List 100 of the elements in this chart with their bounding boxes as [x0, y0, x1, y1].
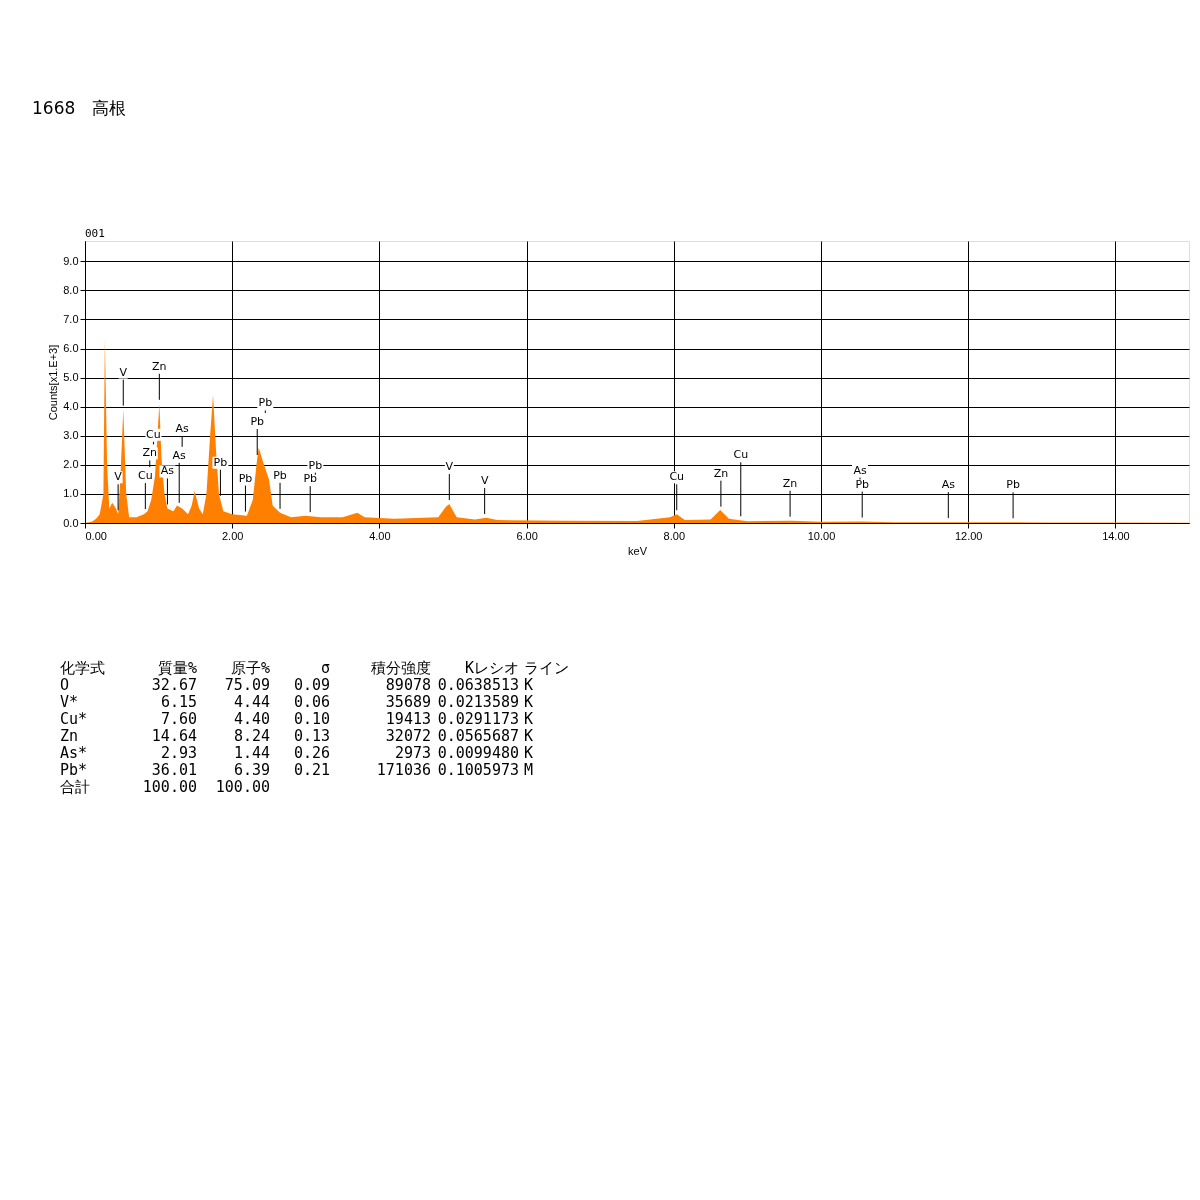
text: O — [60, 676, 70, 694]
text: 100.00 — [142, 778, 197, 796]
text: 0.0213589 — [437, 693, 519, 711]
ref-line-label: As — [160, 464, 175, 478]
text: 2.93 — [160, 744, 197, 762]
text: Pb* — [60, 761, 88, 779]
x-tick-label: 4.00 — [369, 529, 391, 542]
text: Zn — [60, 727, 79, 745]
ref-line-label: Cu — [138, 469, 153, 483]
text: 0.10 — [293, 710, 330, 728]
x-tick-label: 6.00 — [516, 529, 538, 542]
y-axis-title: Counts[x1.E+3] — [47, 344, 60, 421]
ref-line-label: Pb — [213, 455, 228, 469]
text: M — [524, 761, 534, 779]
ref-line-label: Pb — [250, 415, 265, 429]
y-tick-label: 4.0 — [63, 400, 79, 413]
text: K — [524, 744, 534, 762]
text: 0.13 — [293, 727, 330, 745]
text: σ — [320, 659, 330, 677]
text: 1.44 — [233, 744, 270, 762]
x-axis-title: keV — [628, 544, 648, 557]
text: 89078 — [385, 676, 431, 694]
text: 0.0565687 — [437, 727, 519, 745]
text: 0.0291173 — [437, 710, 519, 728]
ref-line-label: As — [172, 448, 187, 462]
ref-line-label: Zn — [142, 446, 158, 460]
text: K — [524, 727, 534, 745]
text: 7.60 — [160, 710, 197, 728]
text: 35689 — [385, 693, 431, 711]
text: V* — [60, 693, 79, 711]
ref-line-label: Pb — [303, 472, 318, 486]
ref-line-label: Pb — [855, 477, 870, 491]
ref-line-label: Cu — [669, 470, 685, 484]
text: 原子% — [230, 659, 270, 677]
text: 19413 — [385, 710, 431, 728]
text: 6.39 — [233, 761, 270, 779]
ref-line-label: Zn — [152, 359, 167, 373]
text: 0.21 — [293, 761, 330, 779]
text: Kレシオ — [464, 659, 519, 677]
text: 化学式 — [60, 659, 105, 677]
text: 171036 — [376, 761, 431, 779]
text: 4.44 — [233, 693, 270, 711]
text: 36.01 — [151, 761, 197, 779]
y-tick-label: 1.0 — [63, 487, 79, 500]
x-tick-label: 12.00 — [954, 529, 983, 542]
text: ライン — [524, 659, 569, 677]
ref-line-label: Zn — [713, 466, 729, 480]
x-tick-label: 8.00 — [663, 529, 686, 542]
ref-line-label: Pb — [273, 468, 287, 482]
text: 100.00 — [215, 778, 270, 796]
text: 質量% — [157, 659, 197, 677]
ref-line-label: As — [175, 422, 190, 436]
text: K — [524, 676, 534, 694]
y-tick-label: 0.0 — [63, 516, 79, 529]
text: 4.40 — [233, 710, 270, 728]
text: 0.06 — [293, 693, 330, 711]
text: As* — [60, 744, 88, 762]
ref-line-label: V — [114, 470, 123, 484]
x-tick-label: 0.00 — [85, 529, 107, 542]
text: 32072 — [385, 727, 431, 745]
text: 0.0099480 — [437, 744, 519, 762]
y-tick-label: 3.0 — [63, 429, 79, 442]
text: 32.67 — [151, 676, 197, 694]
y-tick-label: 7.0 — [63, 312, 79, 325]
x-tick-label: 2.00 — [221, 529, 244, 542]
text: 001 — [85, 227, 105, 240]
ref-line-label: V — [480, 474, 489, 487]
text: Cu* — [60, 710, 88, 728]
text: 6.15 — [160, 693, 197, 711]
text: 積分強度 — [371, 659, 431, 677]
text: K — [524, 693, 534, 711]
ref-line-label: As — [853, 463, 867, 477]
ref-line-label: Cu — [146, 427, 161, 441]
text: 0.1005973 — [437, 761, 519, 779]
y-tick-label: 5.0 — [63, 371, 79, 384]
ref-line-label: As — [941, 478, 956, 492]
text: 2973 — [394, 744, 431, 762]
text: 8.24 — [233, 727, 270, 745]
ref-line-label: Pb — [238, 471, 253, 485]
x-tick-label: 14.00 — [1102, 529, 1130, 542]
text: K — [524, 710, 534, 728]
y-tick-label: 9.0 — [63, 254, 79, 267]
ref-line-label: V — [119, 365, 128, 379]
ref-line-label: Zn — [782, 476, 798, 490]
ref-line-label: Pb — [258, 396, 273, 410]
text: 0.09 — [293, 676, 330, 694]
y-tick-label: 6.0 — [63, 342, 79, 355]
ref-line-label: Cu — [733, 448, 749, 462]
text: 0.0638513 — [437, 676, 519, 694]
ref-line-label: V — [445, 460, 454, 474]
chart-title: 1668 高根 — [32, 98, 127, 118]
ref-line-label: Pb — [1006, 478, 1020, 492]
text: 合計 — [60, 778, 90, 796]
text: 14.64 — [151, 727, 197, 745]
ref-line-label: Pb — [308, 458, 323, 472]
text: 0.26 — [293, 744, 330, 762]
y-tick-label: 8.0 — [63, 283, 79, 296]
x-tick-label: 10.00 — [807, 529, 836, 542]
y-tick-label: 2.0 — [63, 458, 79, 471]
text: 75.09 — [224, 676, 270, 694]
